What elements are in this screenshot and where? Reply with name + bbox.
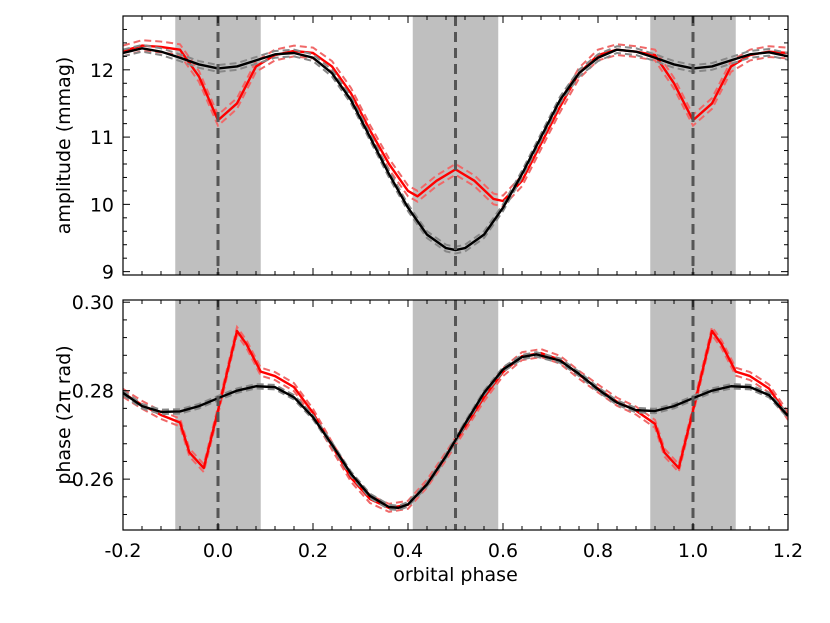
amplitude-model-error-lower — [123, 50, 788, 255]
phase-panel: 0.26 0.28 0.30 phase (2π rad) — [53, 292, 789, 531]
amplitude-y-tick-label: 10 — [90, 194, 114, 216]
x-tick-label: 1.0 — [678, 540, 708, 562]
x-axis-label: orbital phase — [393, 564, 518, 586]
phase-y-tick-label: 0.28 — [72, 381, 114, 403]
x-tick-label: -0.2 — [104, 540, 141, 562]
phase-y-axis-label: phase (2π rad) — [53, 345, 75, 484]
x-tick-label: 0.2 — [298, 540, 328, 562]
phase-frame — [122, 299, 789, 531]
phase-plot-area — [123, 300, 788, 530]
x-tick-label: 0.4 — [393, 540, 423, 562]
amplitude-y-tick-label: 11 — [90, 127, 114, 149]
x-tick-label: 0.0 — [203, 540, 233, 562]
amplitude-y-tick-label: 9 — [102, 262, 114, 284]
amplitude-y-axis-label: amplitude (mmag) — [53, 57, 75, 235]
phase-model-error-lower — [123, 355, 788, 512]
phase-model-line — [123, 353, 788, 510]
amplitude-y-tick-label: 12 — [90, 60, 114, 82]
x-tick-label: 0.6 — [488, 540, 518, 562]
amplitude-plot-area — [123, 16, 788, 275]
amplitude-frame — [122, 15, 789, 276]
phase-y-tick-label: 0.30 — [72, 292, 114, 314]
amplitude-observed-error-lower — [123, 49, 788, 208]
amplitude-panel: 9 10 11 12 amplitude (mmag) — [53, 15, 789, 284]
amplitude-model-line — [123, 47, 788, 252]
x-tick-label: 1.2 — [773, 540, 803, 562]
phase-y-tick-label: 0.26 — [72, 469, 114, 491]
x-tick-label: 0.8 — [583, 540, 613, 562]
amplitude-observed-error-upper — [123, 39, 788, 197]
